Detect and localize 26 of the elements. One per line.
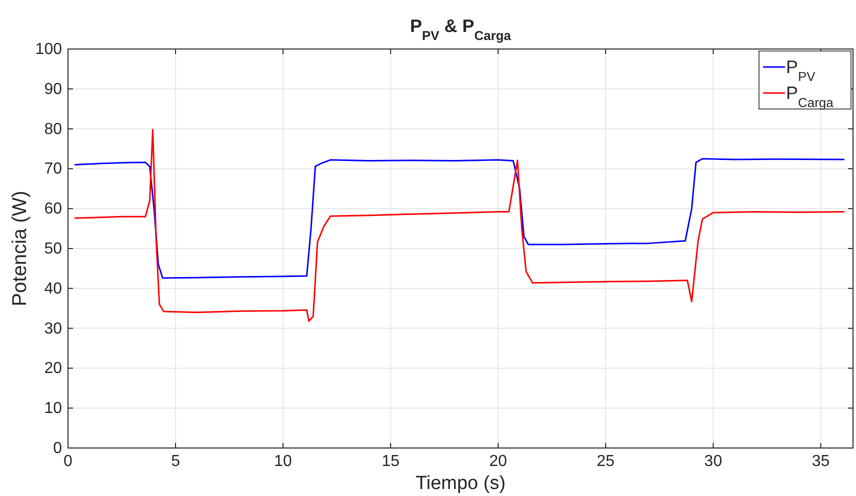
chart-title: P$_{PV}$ & P$_{Carga}$ bbox=[410, 16, 512, 42]
y-tick-label: 50 bbox=[44, 240, 62, 258]
x-tick-label: 30 bbox=[704, 453, 722, 470]
x-tick-label: 25 bbox=[596, 453, 615, 470]
x-tick-label: 10 bbox=[274, 453, 292, 470]
y-tick-label: 70 bbox=[44, 160, 62, 178]
y-tick-label: 100 bbox=[35, 41, 62, 58]
legend-label: P$_{PV}$ bbox=[786, 57, 816, 84]
y-axis-title: Potencia (W) bbox=[9, 190, 31, 306]
legend-label: P$_{Carga}$ bbox=[786, 83, 834, 110]
y-tick-label: 20 bbox=[44, 360, 62, 378]
y-tick-label: 40 bbox=[44, 280, 62, 298]
x-tick-label: 35 bbox=[812, 453, 830, 470]
y-tick-label: 90 bbox=[44, 80, 62, 98]
x-axis-title: Tiempo (s) bbox=[415, 473, 506, 494]
x-tick-label: 0 bbox=[64, 453, 73, 470]
y-tick-label: 30 bbox=[44, 320, 62, 338]
y-tick-label: 0 bbox=[53, 440, 62, 457]
y-tick-label: 80 bbox=[44, 120, 62, 138]
x-tick-label: 15 bbox=[382, 453, 400, 470]
x-tick-label: 20 bbox=[489, 453, 508, 470]
y-tick-label: 60 bbox=[44, 200, 62, 218]
y-tick-label: 10 bbox=[44, 400, 62, 418]
x-tick-label: 5 bbox=[171, 453, 180, 470]
line-series bbox=[74, 128, 846, 322]
line-series bbox=[74, 158, 846, 279]
